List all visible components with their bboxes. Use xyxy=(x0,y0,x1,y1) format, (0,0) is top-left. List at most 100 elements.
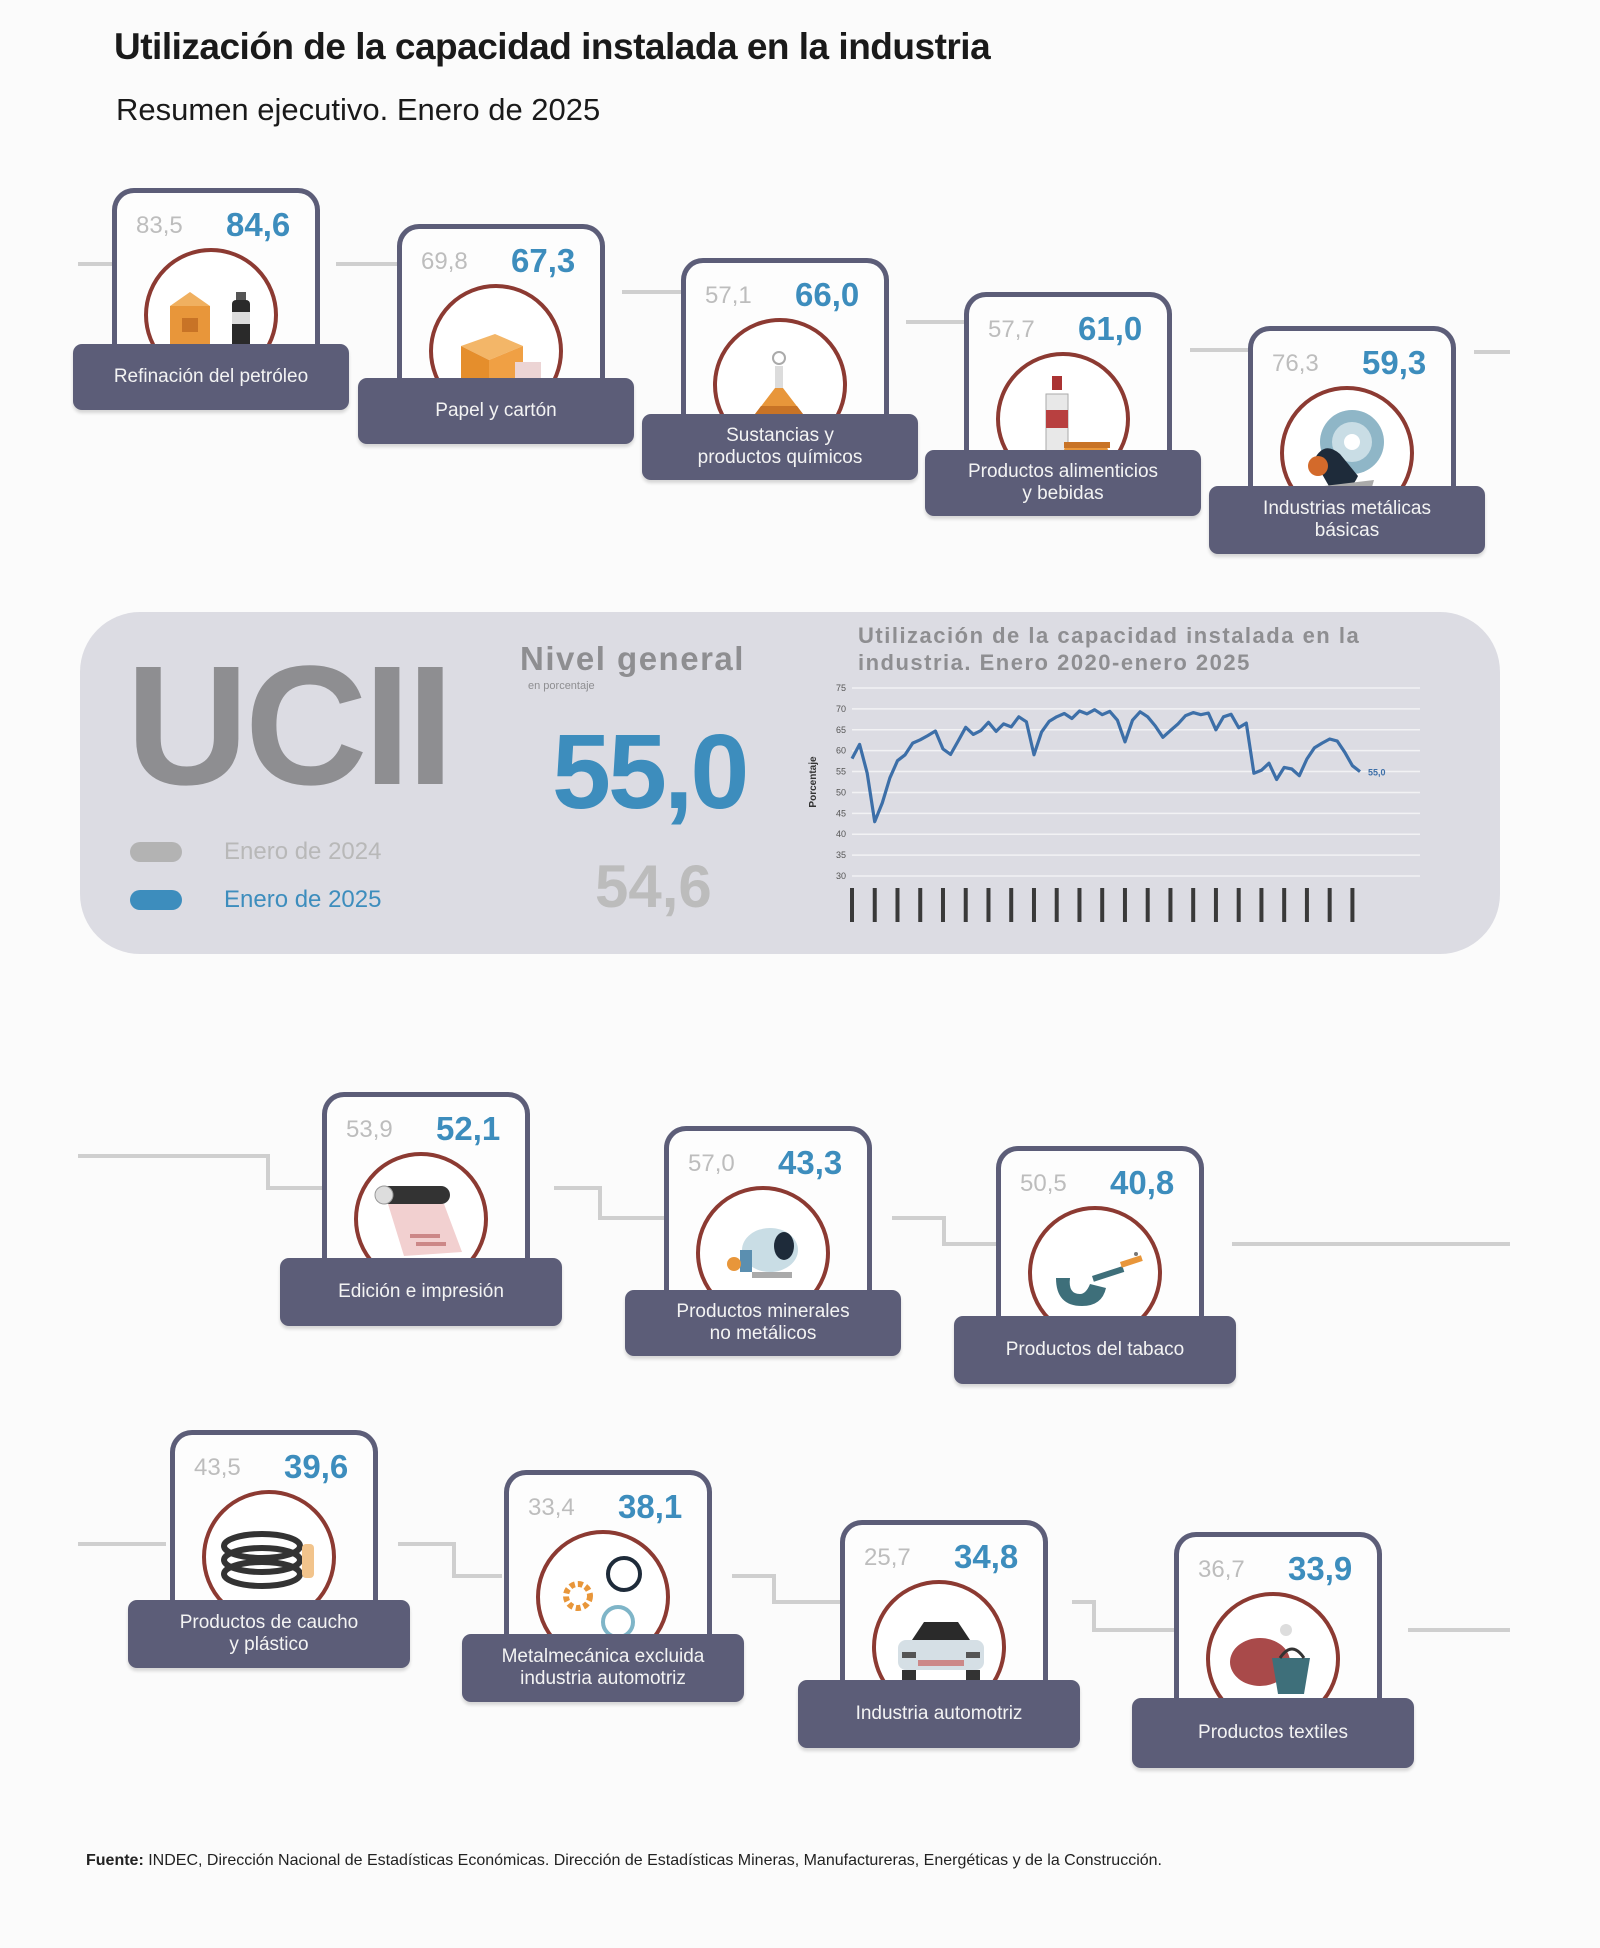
x-tick-label xyxy=(1168,888,1173,922)
x-tick-label xyxy=(1236,888,1241,922)
x-tick-label xyxy=(1145,888,1150,922)
x-tick-label xyxy=(1259,888,1264,922)
gears-icon xyxy=(563,1556,642,1639)
x-tick-label xyxy=(1122,888,1127,922)
middle-row-connector xyxy=(78,1154,326,1190)
sector-value-current: 34,8 xyxy=(954,1538,1019,1575)
x-tick-label xyxy=(1282,888,1287,922)
sector-value-current: 33,9 xyxy=(1288,1550,1353,1587)
legend-swatch-2025 xyxy=(130,890,182,910)
sector-label: Papel y cartón xyxy=(358,378,634,444)
series-line xyxy=(850,708,1361,824)
sector-label: Sustancias y productos químicos xyxy=(642,414,918,480)
y-tick-label: 45 xyxy=(836,808,846,818)
bottom-row-connector xyxy=(398,1542,502,1578)
x-tick-label xyxy=(1054,888,1059,922)
sector-value-current: 40,8 xyxy=(1110,1164,1175,1201)
sector-label: Productos de caucho y plástico xyxy=(128,1600,410,1668)
tobacco-pipe-icon xyxy=(1056,1252,1143,1306)
sector-value-prev: 36,7 xyxy=(1198,1556,1245,1583)
x-tick-label xyxy=(1031,888,1036,922)
x-tick-label xyxy=(1100,888,1105,922)
sector-value-current: 39,6 xyxy=(284,1448,349,1485)
printing-roll-icon xyxy=(374,1185,462,1256)
cement-mixer-icon xyxy=(727,1228,798,1278)
sector-label: Productos alimenticios y bebidas xyxy=(925,450,1201,516)
sector-label: Productos minerales no metálicos xyxy=(625,1290,901,1356)
middle-row-connector xyxy=(892,1216,1000,1246)
ucii-acronym: UCII xyxy=(126,631,454,821)
nivel-general-previous-value: 54,6 xyxy=(595,853,712,920)
sector-label: Productos textiles xyxy=(1132,1698,1414,1768)
x-tick-label xyxy=(1077,888,1082,922)
bottom-row-connector xyxy=(1072,1600,1178,1632)
sector-value-current: 38,1 xyxy=(618,1488,683,1525)
source-label: Fuente: xyxy=(86,1852,144,1869)
y-tick-label: 75 xyxy=(836,683,846,693)
x-tick-label xyxy=(1350,888,1355,922)
x-tick-label xyxy=(986,888,991,922)
sector-value-prev: 33,4 xyxy=(528,1494,575,1521)
nivel-general-subtitle: en porcentaje xyxy=(528,680,595,692)
x-tick-label xyxy=(918,888,923,922)
sector-value-prev: 69,8 xyxy=(421,248,468,275)
sector-label: Edición e impresión xyxy=(280,1258,562,1326)
textile-yarn-icon xyxy=(1230,1624,1310,1694)
sector-value-current: 66,0 xyxy=(795,276,860,313)
sector-value-prev: 53,9 xyxy=(346,1116,393,1143)
sector-value-current: 59,3 xyxy=(1362,344,1427,381)
sector-value-prev: 43,5 xyxy=(194,1454,241,1481)
y-tick-label: 70 xyxy=(836,704,846,714)
oil-refinery-icon xyxy=(170,292,250,352)
sector-value-current: 67,3 xyxy=(511,242,576,279)
y-tick-label: 65 xyxy=(836,725,846,735)
y-tick-label: 35 xyxy=(836,850,846,860)
y-axis-label: Porcentaje xyxy=(808,756,819,808)
chart-title: Utilización de la capacidad instalada en… xyxy=(858,623,1361,675)
sector-value-prev: 57,0 xyxy=(688,1150,735,1177)
x-tick-label xyxy=(872,888,877,922)
sector-value-prev: 50,5 xyxy=(1020,1170,1067,1197)
sector-value-prev: 57,7 xyxy=(988,316,1035,343)
sector-value-prev: 76,3 xyxy=(1272,350,1319,377)
sector-value-current: 61,0 xyxy=(1078,310,1143,347)
x-tick-label xyxy=(1327,888,1332,922)
nivel-general-title: Nivel general xyxy=(520,640,745,677)
y-tick-label: 30 xyxy=(836,871,846,881)
y-tick-label: 55 xyxy=(836,767,846,777)
sector-value-prev: 25,7 xyxy=(864,1544,911,1571)
x-tick-label xyxy=(963,888,968,922)
x-tick-label xyxy=(895,888,900,922)
x-tick-label xyxy=(940,888,945,922)
sector-value-prev: 57,1 xyxy=(705,282,752,309)
sector-icon-badge xyxy=(1280,386,1414,520)
sector-value-prev: 83,5 xyxy=(136,212,183,239)
y-tick-label: 50 xyxy=(836,787,846,797)
sector-label: Industria automotriz xyxy=(798,1680,1080,1748)
x-tick-label xyxy=(850,888,854,922)
sector-value-current: 43,3 xyxy=(778,1144,843,1181)
sector-label: Industrias metálicas básicas xyxy=(1209,486,1485,554)
legend-swatch-2024 xyxy=(130,842,182,862)
page-title: Utilización de la capacidad instalada en… xyxy=(114,26,991,67)
nivel-general-current-value: 55,0 xyxy=(552,713,749,831)
source-text: INDEC, Dirección Nacional de Estadística… xyxy=(143,1852,1162,1869)
x-tick-label xyxy=(1009,888,1014,922)
source-note: Fuente: INDEC, Dirección Nacional de Est… xyxy=(86,1852,1162,1870)
legend-label-2025: Enero de 2025 xyxy=(224,886,382,913)
sector-label: Metalmecánica excluida industria automot… xyxy=(462,1634,744,1702)
series-end-label: 55,0 xyxy=(1368,768,1386,778)
page-subtitle: Resumen ejecutivo. Enero de 2025 xyxy=(116,92,601,127)
sector-label: Productos del tabaco xyxy=(954,1316,1236,1384)
y-tick-label: 60 xyxy=(836,746,846,756)
legend-label-2024: Enero de 2024 xyxy=(224,838,382,865)
ucii-line-chart: 30 35 40 45 50 55 60 65 70 75 Porcentaje 55,0 xyxy=(808,683,1420,922)
y-tick-label: 40 xyxy=(836,829,846,839)
x-tick-label xyxy=(1304,888,1309,922)
sector-value-current: 52,1 xyxy=(436,1110,501,1147)
bottom-row-connector xyxy=(732,1574,842,1604)
middle-row-connector xyxy=(554,1186,666,1220)
sector-value-current: 84,6 xyxy=(226,206,291,243)
rubber-tires-icon xyxy=(221,1531,314,1589)
